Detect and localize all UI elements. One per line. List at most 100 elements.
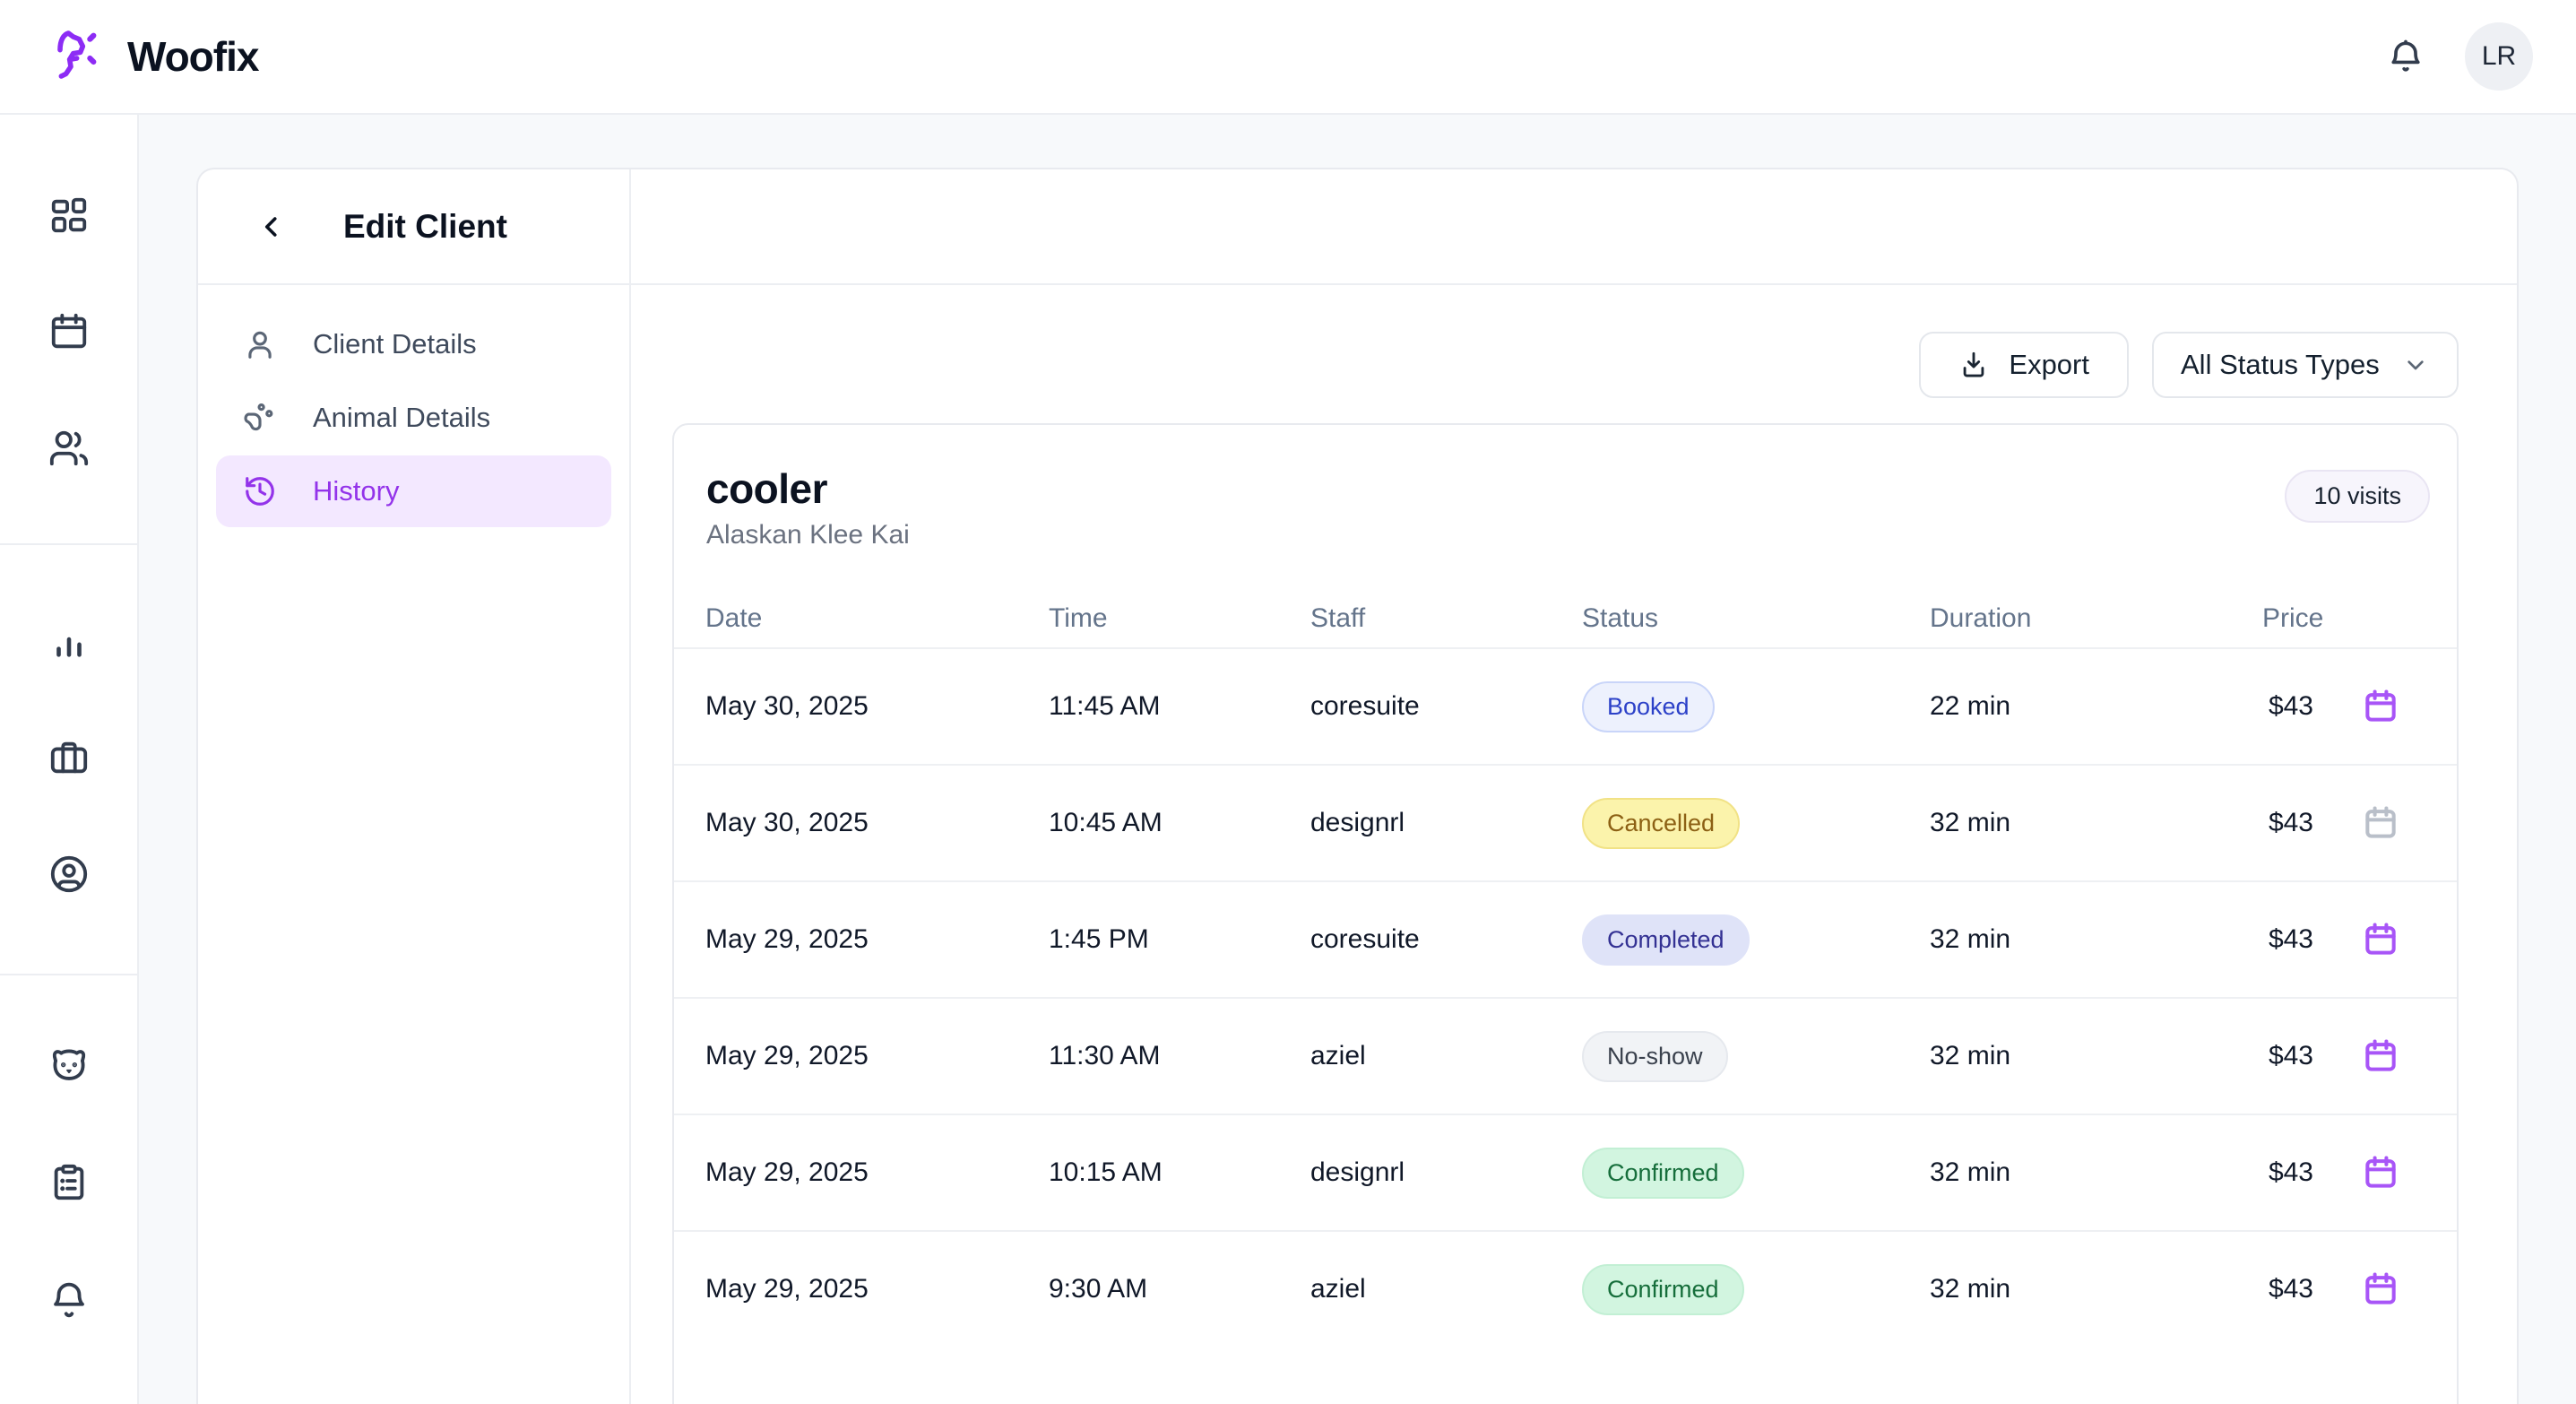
- download-icon: [1964, 351, 1984, 377]
- sidebar-calendar-icon[interactable]: [0, 273, 137, 390]
- visit-duration: 32 min: [1930, 1274, 2011, 1304]
- visit-time: 10:15 AM: [1049, 1157, 1163, 1187]
- reschedule-calendar-icon[interactable]: [2361, 1270, 2400, 1309]
- visit-row[interactable]: May 29, 2025 1:45 PM coresuite Completed…: [674, 880, 2457, 997]
- export-button[interactable]: Export: [1919, 332, 2129, 398]
- sidebar-services-icon[interactable]: [0, 699, 137, 816]
- visit-duration: 32 min: [1930, 1157, 2011, 1187]
- status-badge: Completed: [1582, 914, 1750, 966]
- panel-header: Edit Client: [198, 169, 631, 285]
- status-badge: Cancelled: [1582, 797, 1741, 849]
- visit-price: $43: [2268, 924, 2313, 954]
- col-header-status: Status: [1582, 603, 1659, 633]
- col-header-price: Price: [2262, 603, 2324, 633]
- reschedule-calendar-icon[interactable]: [2361, 1153, 2400, 1192]
- visit-price: $43: [2268, 1041, 2313, 1070]
- visit-time: 10:45 AM: [1049, 808, 1163, 837]
- visit-date: May 29, 2025: [705, 1274, 869, 1304]
- visit-row[interactable]: May 29, 2025 9:30 AM aziel Confirmed 32 …: [674, 1230, 2457, 1347]
- visit-duration: 22 min: [1930, 691, 2011, 721]
- visit-price: $43: [2268, 1274, 2313, 1304]
- page-title: Edit Client: [343, 207, 507, 245]
- subnav-item-history[interactable]: History: [216, 455, 611, 527]
- visit-price: $43: [2268, 1157, 2313, 1187]
- status-badge: Confirmed: [1582, 1147, 1744, 1199]
- visit-duration: 32 min: [1930, 924, 2011, 954]
- back-button[interactable]: [255, 211, 288, 243]
- reschedule-calendar-icon[interactable]: [2361, 687, 2400, 726]
- topbar-actions: LR: [2386, 22, 2533, 91]
- visit-date: May 29, 2025: [705, 1157, 869, 1187]
- avatar-initials: LR: [2481, 41, 2517, 71]
- visit-staff: designrl: [1310, 1157, 1405, 1187]
- brand-logo[interactable]: Woofix: [52, 26, 259, 88]
- visit-staff: aziel: [1310, 1041, 1366, 1070]
- sidebar-profile-icon[interactable]: [0, 816, 137, 932]
- subnav-label: Client Details: [313, 328, 477, 360]
- history-content: Export All Status Types cooler Alask: [631, 285, 2517, 1404]
- history-icon: [246, 477, 274, 506]
- visit-date: May 30, 2025: [705, 691, 869, 721]
- status-badge: Booked: [1582, 680, 1715, 732]
- sidebar-dashboard-icon[interactable]: [0, 157, 137, 273]
- col-header-staff: Staff: [1310, 603, 1366, 633]
- visit-duration: 32 min: [1930, 808, 2011, 837]
- visits-count-badge: 10 visits: [2285, 470, 2430, 523]
- edit-client-subnav: Client Details Animal Details Histo: [198, 285, 631, 1404]
- pet-visits-card: cooler Alaskan Klee Kai 10 visits Date T…: [672, 423, 2459, 1404]
- sidebar-divider: [0, 543, 137, 545]
- status-filter-value: All Status Types: [2181, 349, 2380, 380]
- sidebar-divider: [0, 974, 137, 975]
- visit-staff: coresuite: [1310, 691, 1420, 721]
- visits-table: Date Time Staff Status Duration Price Ma…: [674, 590, 2457, 1347]
- subnav-item-animal-details[interactable]: Animal Details: [216, 382, 611, 454]
- col-header-date: Date: [705, 603, 763, 633]
- reschedule-calendar-icon[interactable]: [2361, 1036, 2400, 1076]
- visit-date: May 30, 2025: [705, 808, 869, 837]
- visit-staff: aziel: [1310, 1274, 1366, 1304]
- icon-sidebar: [0, 115, 139, 1404]
- pet-breed: Alaskan Klee Kai: [706, 520, 910, 550]
- visit-row[interactable]: May 29, 2025 10:15 AM designrl Confirmed…: [674, 1114, 2457, 1230]
- top-bar: Woofix LR: [0, 0, 2576, 115]
- col-header-duration: Duration: [1930, 603, 2032, 633]
- visit-row[interactable]: May 29, 2025 11:30 AM aziel No-show 32 m…: [674, 997, 2457, 1114]
- visit-time: 11:45 AM: [1049, 691, 1161, 721]
- reschedule-calendar-icon[interactable]: [2361, 803, 2400, 843]
- visits-table-header: Date Time Staff Status Duration Price: [674, 590, 2457, 647]
- subnav-item-client-details[interactable]: Client Details: [216, 308, 611, 380]
- woofix-dog-logo-icon: [52, 26, 111, 88]
- paw-icon: [244, 403, 273, 431]
- visit-time: 9:30 AM: [1049, 1274, 1148, 1304]
- user-avatar[interactable]: LR: [2465, 22, 2533, 91]
- status-badge: No-show: [1582, 1030, 1728, 1082]
- visit-date: May 29, 2025: [705, 1041, 869, 1070]
- sidebar-forms-icon[interactable]: [0, 1124, 137, 1241]
- reschedule-calendar-icon[interactable]: [2361, 920, 2400, 959]
- edit-client-panel: Edit Client Client Details: [196, 168, 2519, 1404]
- subnav-label: History: [313, 475, 400, 507]
- visit-row[interactable]: May 30, 2025 10:45 AM designrl Cancelled…: [674, 764, 2457, 880]
- visit-time: 11:30 AM: [1049, 1041, 1161, 1070]
- visit-staff: designrl: [1310, 808, 1405, 837]
- visit-date: May 29, 2025: [705, 924, 869, 954]
- visit-row[interactable]: May 30, 2025 11:45 AM coresuite Booked 2…: [674, 647, 2457, 764]
- pet-card-header: cooler Alaskan Klee Kai 10 visits: [674, 425, 2457, 550]
- panel-header-spacer: [631, 169, 2517, 285]
- subnav-label: Animal Details: [313, 402, 491, 433]
- sidebar-clients-icon[interactable]: [0, 390, 137, 507]
- main-area: Edit Client Client Details: [139, 115, 2576, 1404]
- col-header-time: Time: [1049, 603, 1108, 633]
- brand-name: Woofix: [127, 33, 259, 80]
- sidebar-reports-icon[interactable]: [0, 583, 137, 699]
- pet-name: cooler: [706, 465, 828, 512]
- notifications-bell-button[interactable]: [2386, 37, 2425, 76]
- visit-time: 1:45 PM: [1049, 924, 1149, 954]
- export-label: Export: [2009, 349, 2089, 380]
- sidebar-notifications-icon[interactable]: [0, 1241, 137, 1357]
- visit-price: $43: [2268, 808, 2313, 837]
- sidebar-pets-icon[interactable]: [0, 1008, 137, 1124]
- status-filter-dropdown[interactable]: All Status Types: [2152, 332, 2459, 398]
- history-toolbar: Export All Status Types: [672, 332, 2459, 398]
